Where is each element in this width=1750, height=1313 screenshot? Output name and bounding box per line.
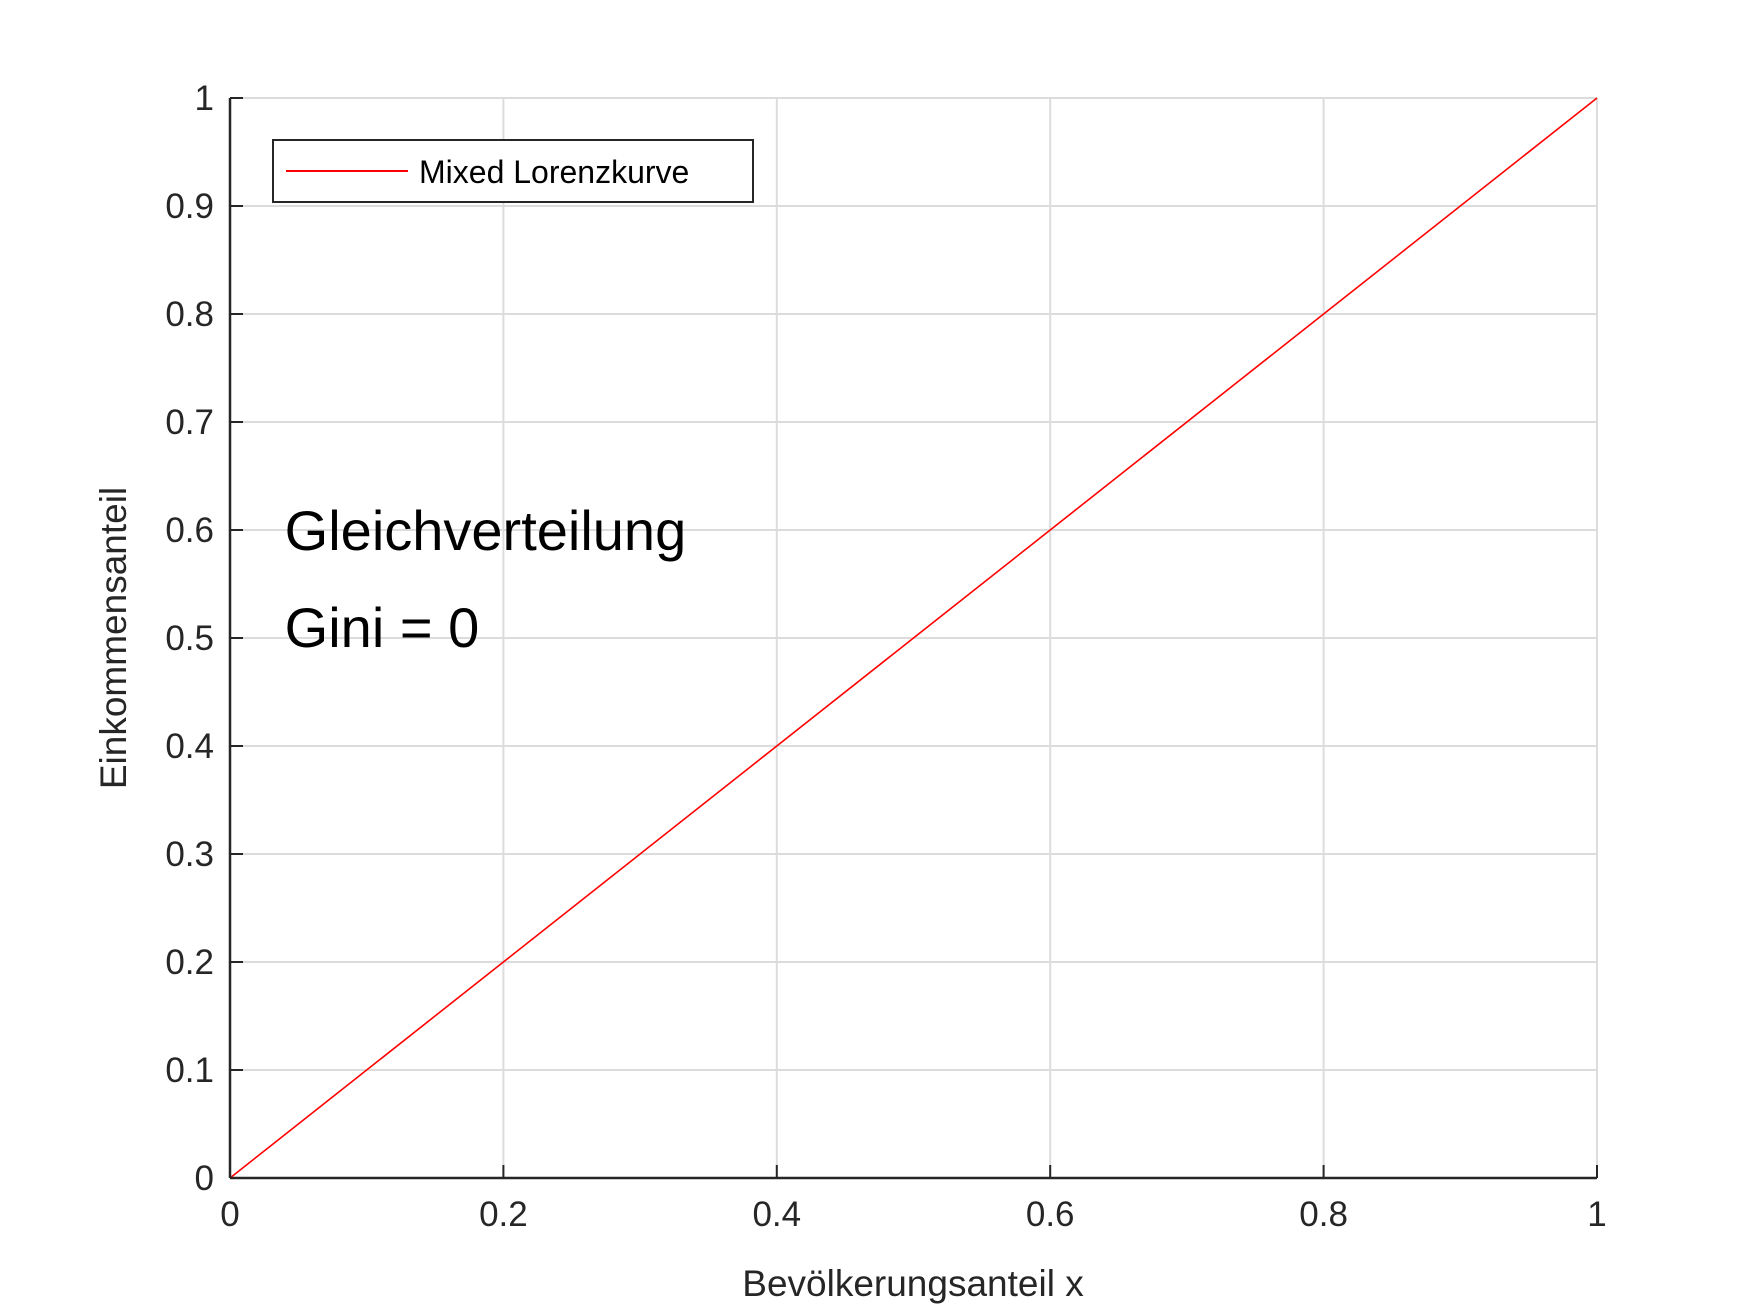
axes bbox=[228, 97, 1598, 1180]
y-axis-label: Einkommensanteil bbox=[93, 487, 134, 789]
x-axis-label: Bevölkerungsanteil x bbox=[742, 1263, 1084, 1304]
annotation-0: Gleichverteilung bbox=[285, 499, 687, 562]
y-tick-label-1: 0.1 bbox=[165, 1051, 214, 1090]
y-tick-label-10: 1 bbox=[195, 79, 214, 118]
series-layer bbox=[229, 97, 1598, 1179]
y-tick-label-8: 0.8 bbox=[165, 295, 214, 334]
y-tick-label-9: 0.9 bbox=[165, 187, 214, 226]
y-tick-label-4: 0.4 bbox=[165, 727, 214, 766]
series-line-0 bbox=[229, 97, 1598, 1179]
y-tick-label-0: 0 bbox=[195, 1159, 214, 1198]
x-tick-label-3: 0.6 bbox=[1026, 1195, 1075, 1234]
y-tick-label-6: 0.6 bbox=[165, 511, 214, 550]
tick-labels: 0 0.2 0.4 0.6 0.8 1 0 0.1 0.2 0.3 0.4 0.5 0.6 0.7 0.8 0… bbox=[165, 79, 1606, 1234]
y-tick-label-3: 0.3 bbox=[165, 835, 214, 874]
y-tick-label-2: 0.2 bbox=[165, 943, 214, 982]
annotation-1: Gini = 0 bbox=[285, 596, 480, 659]
legend-label: Mixed Lorenzkurve bbox=[419, 154, 689, 190]
x-tick-label-0: 0 bbox=[220, 1195, 239, 1234]
y-tick-label-7: 0.7 bbox=[165, 403, 214, 442]
x-tick-label-5: 1 bbox=[1587, 1195, 1606, 1234]
x-tick-label-1: 0.2 bbox=[479, 1195, 528, 1234]
y-tick-label-5: 0.5 bbox=[165, 619, 214, 658]
x-tick-label-4: 0.8 bbox=[1299, 1195, 1348, 1234]
legend[interactable]: Mixed Lorenzkurve bbox=[272, 139, 754, 203]
x-tick-label-2: 0.4 bbox=[752, 1195, 801, 1234]
annotations: Gleichverteilung Gini = 0 bbox=[285, 499, 687, 659]
